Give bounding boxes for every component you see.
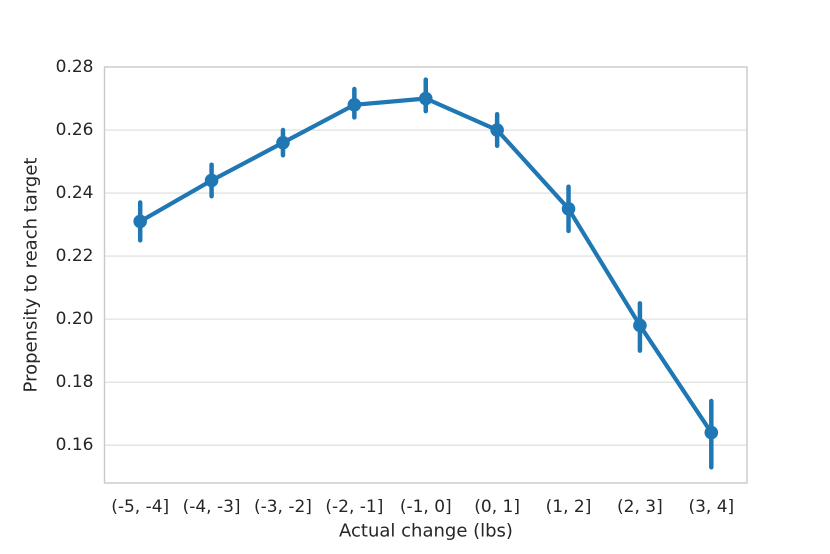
data-point-marker [133,214,147,229]
data-point-marker [204,173,219,188]
y-tick-label: 0.16 [56,435,94,455]
x-tick-label: (-2, -1] [325,497,383,517]
data-point-marker [633,318,647,333]
data-point-marker [704,425,719,440]
y-tick-label: 0.26 [56,120,94,140]
x-tick-label: (1, 2] [546,497,592,517]
x-tick-label: (-3, -2] [254,497,312,517]
data-point-marker [276,135,290,150]
x-tick-label: (0, 1] [474,497,520,517]
y-tick-label: 0.18 [56,372,94,392]
y-tick-label: 0.24 [56,183,94,203]
x-tick-label: (2, 3] [617,497,663,517]
plot-spines [103,66,748,484]
y-tick-label: 0.22 [56,246,94,266]
data-point-marker [490,123,504,137]
y-axis-label: Propensity to reach target [20,157,42,393]
y-tick-label: 0.20 [56,309,94,329]
x-tick-label: (-4, -3] [183,497,241,517]
data-point-marker [561,202,576,216]
x-tick-label: (-1, 0] [400,497,452,517]
y-tick-label: 0.28 [56,57,94,77]
x-tick-label: (3, 4] [688,497,734,517]
x-axis-label: Actual change (lbs) [339,520,513,542]
data-point-marker [418,91,433,106]
x-tick-label: (-5, -4] [111,497,169,517]
data-point-marker [347,98,362,112]
